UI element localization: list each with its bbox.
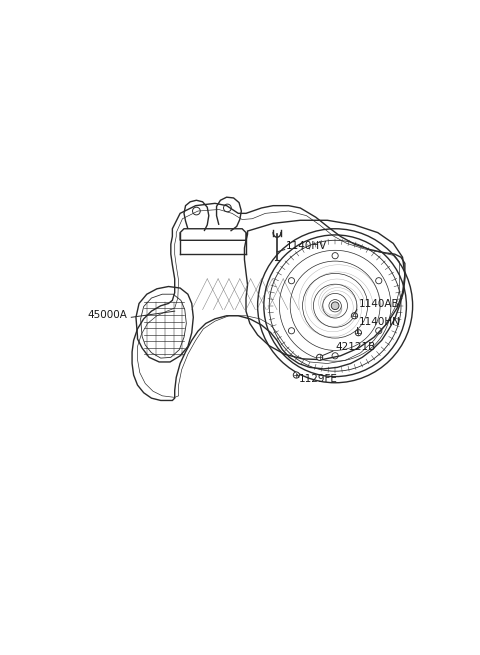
Text: 42121B: 42121B bbox=[335, 341, 375, 352]
Text: 1129FE: 1129FE bbox=[299, 374, 337, 384]
Text: 1140HV: 1140HV bbox=[286, 240, 327, 251]
Circle shape bbox=[355, 329, 361, 336]
Circle shape bbox=[351, 312, 358, 319]
Text: 1140AB: 1140AB bbox=[359, 299, 399, 309]
Text: 1140HN: 1140HN bbox=[359, 317, 400, 327]
Circle shape bbox=[293, 372, 300, 378]
Circle shape bbox=[316, 354, 323, 360]
Text: 45000A: 45000A bbox=[87, 310, 127, 320]
Circle shape bbox=[331, 302, 339, 310]
